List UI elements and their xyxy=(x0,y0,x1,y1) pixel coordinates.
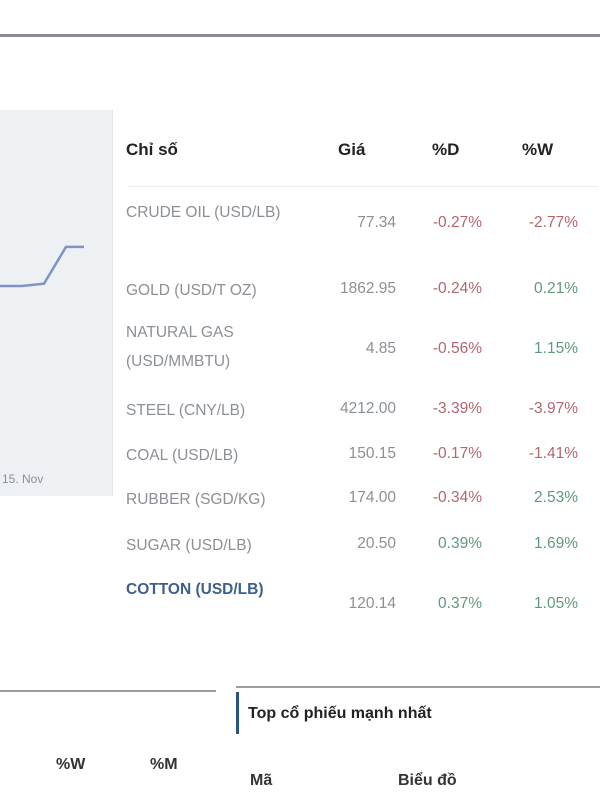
col-header-price[interactable]: Giá xyxy=(338,140,366,159)
commodity-price: 4.85 xyxy=(365,340,396,357)
table-row-gold[interactable]: GOLD (USD/T OZ) 1862.95 -0.24% 0.21% xyxy=(120,276,600,306)
day-change: -3.39% xyxy=(432,400,482,417)
table-header-divider xyxy=(128,186,598,187)
commodity-name[interactable]: GOLD (USD/T OZ) xyxy=(126,282,257,299)
commodity-name[interactable]: COAL (USD/LB) xyxy=(126,447,239,464)
commodity-price: 4212.00 xyxy=(339,400,396,417)
col-header-week-change[interactable]: %W xyxy=(522,140,554,159)
commodity-name[interactable]: RUBBER (SGD/KG) xyxy=(126,491,266,508)
section-accent-bar xyxy=(236,692,239,734)
day-change: -0.24% xyxy=(432,280,482,297)
bottom-left-divider xyxy=(0,690,216,692)
col-header-week[interactable]: %W xyxy=(56,756,86,773)
price-line xyxy=(0,245,84,288)
day-change: 0.37% xyxy=(438,595,482,612)
week-change: 1.05% xyxy=(534,595,578,612)
week-change: 1.15% xyxy=(534,340,578,357)
bottom-right-divider xyxy=(236,686,600,688)
col-header-month[interactable]: %M xyxy=(150,756,178,773)
chart-x-tick-label: 15. Nov xyxy=(2,472,44,486)
week-change: -2.77% xyxy=(528,214,578,231)
col-header-chart[interactable]: Biểu đồ xyxy=(398,772,457,789)
commodity-price: 1862.95 xyxy=(339,280,396,297)
day-change: -0.34% xyxy=(432,489,482,506)
day-change: 0.39% xyxy=(438,535,482,552)
commodity-price: 150.15 xyxy=(348,445,396,462)
col-header-name: Chỉ số xyxy=(126,140,178,159)
day-change: -0.17% xyxy=(432,445,482,462)
table-row-coal[interactable]: COAL (USD/LB) 150.15 -0.17% -1.41% xyxy=(120,441,600,471)
commodity-name[interactable]: STEEL (CNY/LB) xyxy=(126,402,246,419)
table-row-crude-oil[interactable]: CRUDE OIL (USD/LB) 77.34 -0.27% -2.77% xyxy=(120,198,600,258)
mini-chart-svg xyxy=(0,245,84,288)
commodity-name-active[interactable]: COTTON (USD/LB) xyxy=(126,581,264,598)
top-stocks-title: Top cổ phiếu mạnh nhất xyxy=(248,705,432,722)
week-change: 2.53% xyxy=(534,489,578,506)
week-change: -1.41% xyxy=(528,445,578,462)
commodity-name[interactable]: NATURAL GAS (USD/MMBTU) xyxy=(126,324,234,370)
commodity-price: 174.00 xyxy=(348,489,396,506)
table-row-natural-gas[interactable]: NATURAL GAS (USD/MMBTU) 4.85 -0.56% 1.15… xyxy=(120,318,600,378)
table-row-sugar[interactable]: SUGAR (USD/LB) 20.50 0.39% 1.69% xyxy=(120,531,600,561)
commodity-name[interactable]: CRUDE OIL (USD/LB) xyxy=(126,204,281,221)
week-change: 0.21% xyxy=(534,280,578,297)
commodity-price: 120.14 xyxy=(348,595,396,612)
commodity-mini-chart[interactable] xyxy=(0,110,113,496)
commodity-name[interactable]: SUGAR (USD/LB) xyxy=(126,537,252,554)
week-change: 1.69% xyxy=(534,535,578,552)
commodity-table-header: Chỉ số Giá %D %W xyxy=(120,128,600,168)
table-row-cotton[interactable]: COTTON (USD/LB) 120.14 0.37% 1.05% xyxy=(120,575,600,635)
commodity-price: 20.50 xyxy=(357,535,396,552)
top-divider xyxy=(0,34,600,37)
commodity-price: 77.34 xyxy=(357,214,396,231)
day-change: -0.56% xyxy=(432,340,482,357)
week-change: -3.97% xyxy=(528,400,578,417)
table-row-rubber[interactable]: RUBBER (SGD/KG) 174.00 -0.34% 2.53% xyxy=(120,485,600,515)
table-row-steel[interactable]: STEEL (CNY/LB) 4212.00 -3.39% -3.97% xyxy=(120,396,600,426)
day-change: -0.27% xyxy=(432,214,482,231)
col-header-code[interactable]: Mã xyxy=(250,772,273,789)
col-header-day-change[interactable]: %D xyxy=(432,140,460,159)
